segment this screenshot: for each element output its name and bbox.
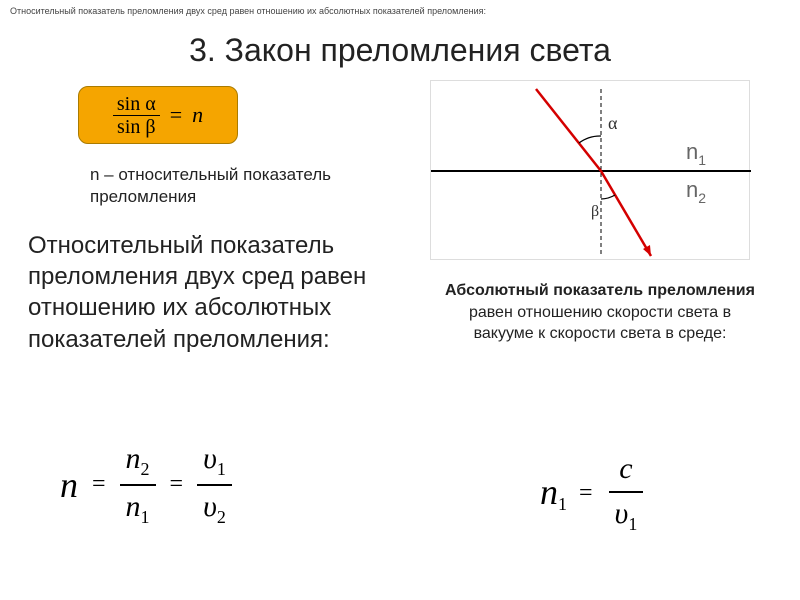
main-formula-box: sin α sin β = n <box>78 86 238 144</box>
refraction-diagram: α β n1 n2 <box>430 80 750 260</box>
ratio-formula: n = n2 n1 = υ1 υ2 <box>60 440 232 529</box>
absds: 1 <box>628 514 637 534</box>
abslhss: 1 <box>558 494 567 514</box>
page-title: 3. Закон преломления света <box>0 32 800 69</box>
f1ns: 2 <box>141 459 150 479</box>
n-caption: n – относительный показатель преломления <box>90 164 350 208</box>
body-text: Относительный показатель преломления дву… <box>28 230 398 355</box>
ratio-frac2-den: υ2 <box>197 486 232 530</box>
equals-sign: = <box>170 102 182 128</box>
abslhs: n <box>540 472 558 512</box>
ratio-frac1-den: n1 <box>120 486 156 530</box>
alpha-label: α <box>608 113 618 133</box>
abs-text-bold: Абсолютный показатель преломления <box>445 282 755 299</box>
fraction-denominator: sin β <box>113 116 160 138</box>
absd: υ <box>615 497 629 530</box>
ratio-frac1: n2 n1 <box>120 440 156 529</box>
n1-label: n1 <box>686 139 706 168</box>
footnote-text: Относительный показатель преломления дву… <box>10 6 486 16</box>
incident-ray <box>536 89 601 171</box>
ratio-frac1-num: n2 <box>120 440 156 486</box>
abs-text-rest: равен отношению скорости света в вакууме… <box>469 304 731 343</box>
abs-den: υ1 <box>605 493 648 537</box>
abs-num: c <box>609 450 642 493</box>
formula-rhs: n <box>192 102 203 128</box>
abs-lhs: n1 <box>540 471 567 515</box>
ratio-frac2: υ1 υ2 <box>197 440 232 529</box>
absolute-formula: n1 = c υ1 <box>540 450 647 536</box>
beta-arc <box>601 195 615 199</box>
f1ds: 1 <box>141 507 150 527</box>
f2ns: 1 <box>217 459 226 479</box>
f1n: n <box>126 442 141 475</box>
fraction-numerator: sin α <box>113 93 160 116</box>
ratio-lhs: n <box>60 464 78 506</box>
main-formula: sin α sin β = n <box>113 93 203 138</box>
f2ds: 2 <box>217 507 226 527</box>
refracted-ray <box>601 171 651 256</box>
abs-frac: c υ1 <box>605 450 648 536</box>
alpha-arc <box>579 136 601 143</box>
ratio-frac2-num: υ1 <box>197 440 232 486</box>
absolute-index-text: Абсолютный показатель преломления равен … <box>440 280 760 345</box>
beta-label: β <box>591 203 599 220</box>
diagram-svg: α β n1 n2 <box>431 81 751 261</box>
abs-eq: = <box>579 480 593 507</box>
ratio-eq1: = <box>92 471 106 498</box>
f1d: n <box>126 490 141 523</box>
n2-label: n2 <box>686 177 706 206</box>
f2d: υ <box>203 490 217 523</box>
f2n: υ <box>203 442 217 475</box>
ratio-eq2: = <box>170 471 184 498</box>
main-formula-fraction: sin α sin β <box>113 93 160 138</box>
